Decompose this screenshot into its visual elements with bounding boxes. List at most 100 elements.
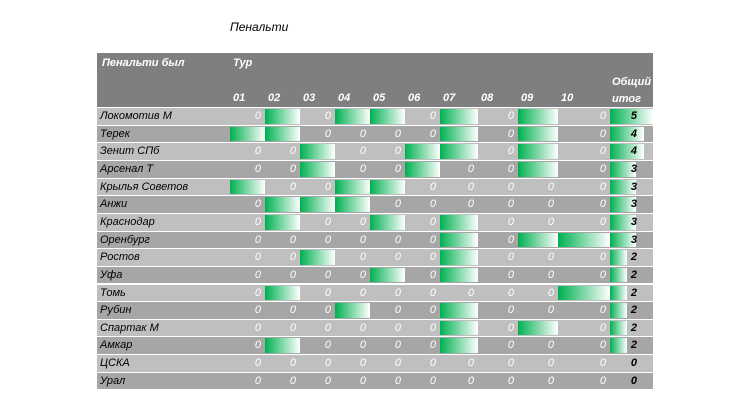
tour-cell: 0 — [335, 284, 370, 303]
tour-cell: 0 — [300, 108, 335, 126]
tour-cell: 0 — [265, 266, 300, 285]
tour-cell: 0 — [478, 249, 518, 267]
total-bar — [610, 179, 636, 195]
tour-label: 08 — [481, 92, 494, 104]
tour-cell: 0 — [405, 108, 440, 126]
tour-cell: 0 — [265, 160, 300, 179]
tour-label: 03 — [303, 92, 316, 104]
data-bar — [335, 179, 370, 195]
tour-cell: 0 — [518, 355, 558, 373]
tour-cell: 0 — [335, 355, 370, 373]
tour-cell: 0 — [405, 266, 440, 285]
data-bar — [370, 214, 405, 230]
tour-cell: 0 — [335, 213, 370, 232]
tour-cell: 0 — [405, 213, 440, 232]
row-name: Зенит СПб — [97, 143, 230, 161]
tour-cell: 0 — [478, 337, 518, 356]
tour-cell: 0 — [558, 178, 610, 197]
tour-cell: 0 — [405, 249, 440, 267]
tour-cell: 0 — [335, 337, 370, 356]
total-value: 3 — [630, 215, 637, 228]
data-bar — [440, 320, 478, 336]
tour-cell: 0 — [335, 231, 370, 250]
data-bar — [300, 161, 335, 177]
row-name: Рубин — [97, 302, 230, 320]
tour-cell: 0 — [558, 108, 610, 126]
tour-cell: 0 — [405, 355, 440, 373]
tour-cell: 0 — [230, 302, 265, 320]
tour-cell — [265, 213, 300, 232]
data-bar — [440, 267, 478, 283]
tour-cell: 0 — [370, 319, 405, 338]
tour-label: 10 — [561, 92, 574, 104]
data-bar — [440, 303, 478, 318]
tour-cell: 0 — [265, 249, 300, 267]
total-bar — [610, 303, 628, 318]
tour-cell — [370, 178, 405, 197]
tour-cell: 0 — [335, 160, 370, 179]
tour-cell: 0 — [370, 355, 405, 373]
data-bar — [440, 126, 478, 142]
tour-cell: 0 — [440, 160, 478, 179]
tour-cell: 0 — [558, 213, 610, 232]
tour-cell: 0 — [478, 284, 518, 303]
tour-cell: 0 — [230, 266, 265, 285]
tour-cell: 0 — [440, 178, 478, 197]
tour-cell: 0 — [558, 196, 610, 214]
tour-cell: 0 — [230, 160, 265, 179]
tour-cell: 0 — [478, 143, 518, 161]
tour-cell — [440, 266, 478, 285]
data-bar — [518, 144, 558, 159]
row-label: Пенальти был — [102, 57, 185, 69]
tour-cell — [518, 143, 558, 161]
tour-cell — [440, 213, 478, 232]
tour-cell: 0 — [230, 319, 265, 338]
row-name: Уфа — [97, 266, 230, 285]
tour-cell: 0 — [478, 355, 518, 373]
tour-cell: 0 — [335, 249, 370, 267]
tour-cell: 0 — [478, 302, 518, 320]
row-name: ЦСКА — [97, 355, 230, 373]
row-name: Арсенал Т — [97, 160, 230, 179]
tour-cell: 0 — [370, 160, 405, 179]
total-cell: 0 — [610, 355, 653, 373]
tour-cell: 0 — [230, 196, 265, 214]
total-cell: 3 — [610, 231, 653, 250]
row-name: Краснодар — [97, 213, 230, 232]
tour-cell: 0 — [265, 355, 300, 373]
row-name: Урал — [97, 372, 230, 391]
tour-cell: 0 — [478, 178, 518, 197]
total-value: 2 — [630, 304, 637, 317]
data-bar — [265, 197, 300, 212]
tour-cell: 0 — [300, 337, 335, 356]
total-cell: 3 — [610, 196, 653, 214]
tour-cell: 0 — [518, 213, 558, 232]
data-bar — [370, 179, 405, 195]
tour-cell — [518, 125, 558, 144]
tour-cell: 0 — [370, 249, 405, 267]
total-value: 2 — [630, 321, 637, 334]
row-name: Терек — [97, 125, 230, 144]
data-bar — [370, 267, 405, 283]
total-value: 0 — [630, 357, 637, 370]
data-bar — [405, 144, 440, 159]
total-cell: 2 — [610, 266, 653, 285]
tour-cell: 0 — [370, 231, 405, 250]
tour-cell: 0 — [478, 125, 518, 144]
total-cell: 4 — [610, 125, 653, 144]
tour-cell: 0 — [335, 319, 370, 338]
tour-cell: 0 — [518, 302, 558, 320]
tour-cell: 0 — [335, 372, 370, 391]
tour-cell — [265, 108, 300, 126]
tour-cell: 0 — [230, 355, 265, 373]
data-bar — [335, 109, 370, 124]
total-bar — [610, 126, 645, 142]
data-bar — [440, 250, 478, 265]
total-cell: 3 — [610, 178, 653, 197]
tour-cell — [405, 160, 440, 179]
tour-cell: 0 — [230, 213, 265, 232]
tour-cell: 0 — [265, 231, 300, 250]
tour-cell — [265, 125, 300, 144]
tour-label: 04 — [338, 92, 351, 104]
tour-cell — [518, 319, 558, 338]
